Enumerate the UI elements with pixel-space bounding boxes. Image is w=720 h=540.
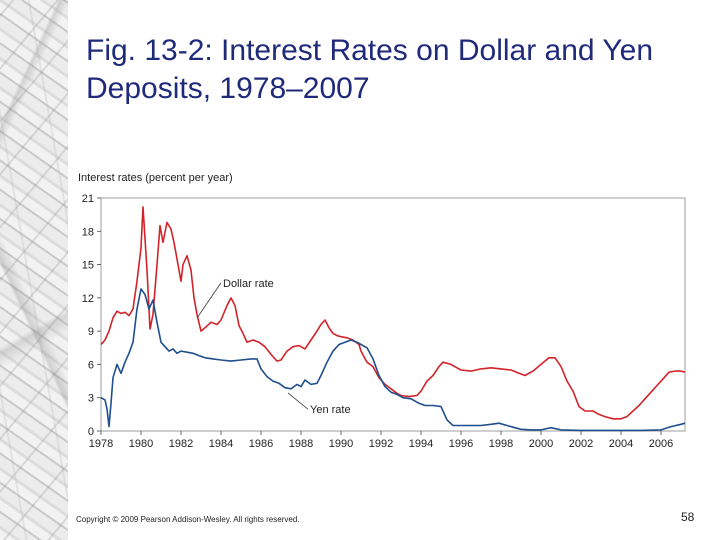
x-tick-label: 2002 xyxy=(569,438,593,450)
x-tick-label: 1994 xyxy=(409,438,433,450)
x-tick-label: 1986 xyxy=(249,438,273,450)
dollar-rate-callout-label: Dollar rate xyxy=(223,278,274,290)
x-tick-label: 1996 xyxy=(449,438,473,450)
y-tick-label: 15 xyxy=(82,260,94,272)
x-tick-label: 1982 xyxy=(169,438,193,450)
dollar-rate-line xyxy=(100,206,686,420)
plot-frame xyxy=(100,197,686,432)
x-tick-label: 1984 xyxy=(209,438,233,450)
y-tick-label: 0 xyxy=(88,426,94,438)
y-axis: 0 3 6 9 12 15 18 21 xyxy=(82,193,101,438)
y-tick-label: 21 xyxy=(82,193,94,205)
marble-side-panel xyxy=(0,0,68,540)
y-tick-label: 12 xyxy=(82,293,94,305)
y-tick-label: 6 xyxy=(88,359,94,371)
yen-rate-callout-label: Yen rate xyxy=(310,404,351,416)
interest-rate-chart: Interest rates (percent per year) 0 3 6 9 12… xyxy=(78,172,686,450)
x-tick-label: 1998 xyxy=(489,438,513,450)
y-tick-label: 3 xyxy=(88,393,94,405)
slide-title: Fig. 13-2: Interest Rates on Dollar and … xyxy=(86,34,654,105)
x-tick-label: 1988 xyxy=(289,438,313,450)
x-tick-label: 1990 xyxy=(329,438,353,450)
x-tick-label: 1980 xyxy=(129,438,153,450)
yen-rate-callout-leader xyxy=(287,392,309,410)
series-lines xyxy=(100,206,686,432)
y-axis-label: Interest rates (percent per year) xyxy=(78,172,233,184)
y-tick-label: 18 xyxy=(82,226,94,238)
x-tick-label: 1992 xyxy=(369,438,393,450)
copyright-notice: Copyright © 2009 Pearson Addison-Wesley.… xyxy=(76,515,300,524)
yen-rate-line xyxy=(100,288,686,432)
x-tick-label: 1978 xyxy=(89,438,113,450)
x-tick-label: 2000 xyxy=(529,438,553,450)
y-tick-label: 9 xyxy=(88,326,94,338)
x-tick-label: 2004 xyxy=(609,438,633,450)
x-tick-label: 2006 xyxy=(649,438,673,450)
x-axis: 1978 1980 1982 1984 1986 1988 1990 1992 1994 1996… xyxy=(89,431,673,450)
annotations: Dollar rate Yen rate xyxy=(196,278,351,416)
dollar-rate-callout-leader xyxy=(196,282,222,319)
page-number: 58 xyxy=(681,510,695,524)
